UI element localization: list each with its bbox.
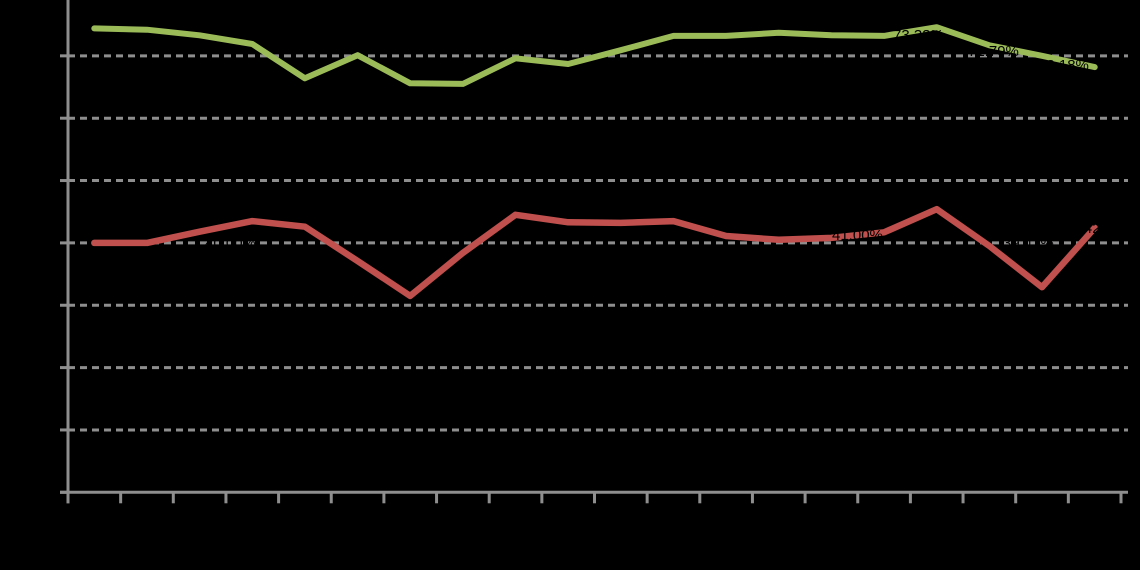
green-line-series (91, 24, 1098, 87)
data-label: 73.33% (893, 27, 944, 44)
data-label: 71.79% (968, 43, 1019, 60)
data-label: 39.47% (1003, 235, 1054, 252)
red-line-series (91, 205, 1098, 300)
data-label: 40.00% (205, 235, 256, 252)
data-label: 41.00% (832, 227, 883, 244)
data-label: 68.18% (1038, 57, 1089, 74)
data-label: 42.42% (1063, 220, 1114, 237)
